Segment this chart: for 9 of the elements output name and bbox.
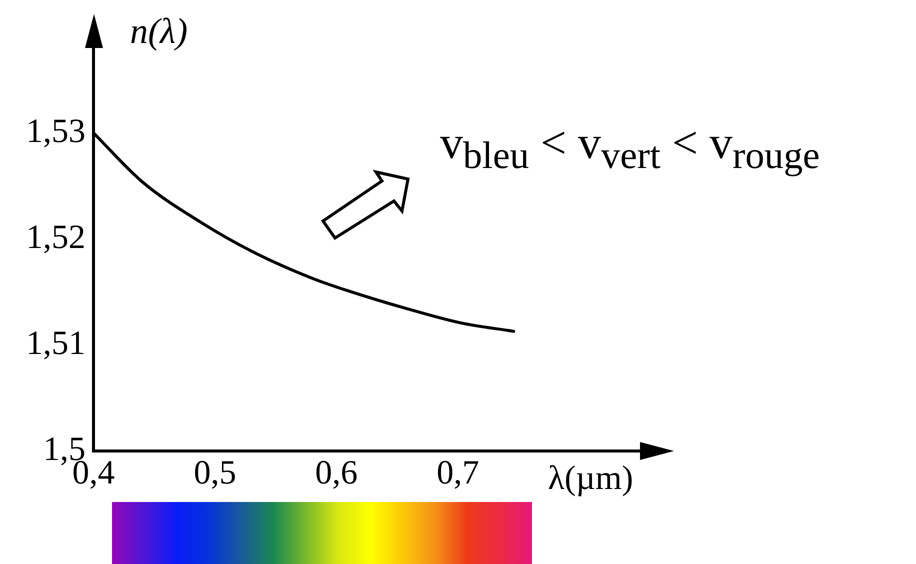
annotation: v$_{bleu}$ < v$_{vert}$ < v$_{rouge}$ — [440, 116, 820, 178]
x-tick-label: 0,6 — [315, 454, 358, 492]
y-tick-label: 1,53 — [26, 112, 86, 150]
y-tick-label: 1,52 — [26, 218, 86, 256]
y-axis-title: n(λ) — [130, 10, 188, 52]
x-tick-label: 0,7 — [436, 454, 480, 492]
x-axis-title: λ(µm) — [548, 460, 634, 498]
y-tick-label: 1,51 — [26, 325, 86, 362]
x-tick-label: 0,5 — [194, 454, 236, 492]
